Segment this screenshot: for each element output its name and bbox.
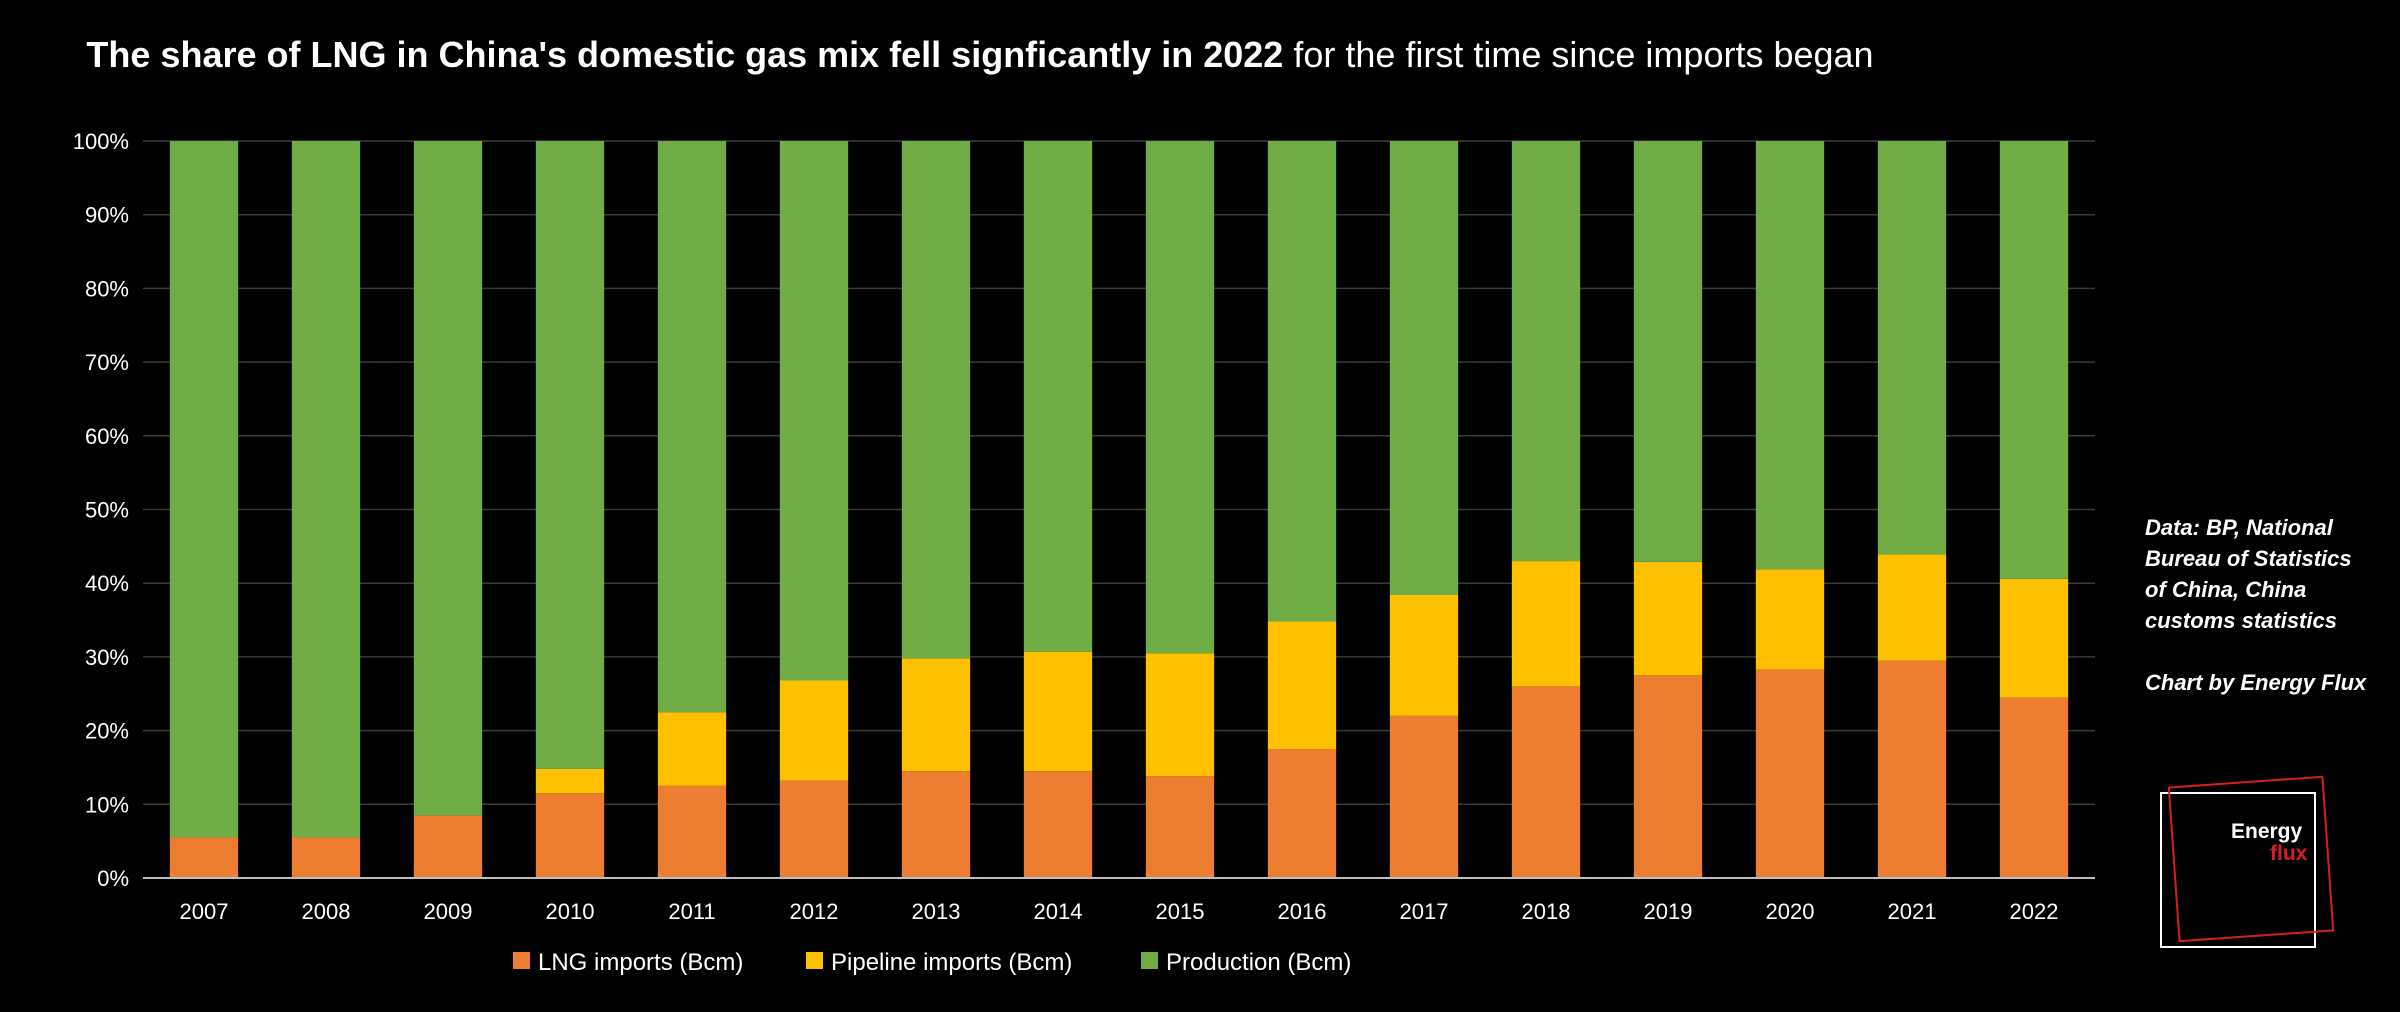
bar-segment-series-1 [1145,653,1215,777]
y-tick-label: 0% [97,866,129,891]
y-tick-label: 70% [85,350,129,375]
bar-segment-series-0 [1023,771,1093,878]
x-tick-label: 2010 [546,899,595,924]
bar-segment-series-0 [1511,686,1581,878]
bar-segment-series-2 [1023,141,1093,652]
bar-segment-series-0 [779,780,849,878]
bar-segment-series-2 [1267,141,1337,622]
bar-segment-series-0 [1633,675,1703,878]
bar-segment-series-2 [657,141,727,713]
bar-segment-series-2 [291,141,361,838]
bar-segment-series-2 [1511,141,1581,562]
x-tick-label: 2013 [912,899,961,924]
bar-segment-series-1 [779,680,849,781]
x-tick-label: 2011 [668,899,715,924]
bar-segment-series-0 [291,837,361,878]
energy-flux-logo: Energy flux [2155,775,2335,950]
x-tick-label: 2015 [1156,899,1205,924]
legend-swatch [1141,952,1158,969]
legend-label: Production (Bcm) [1166,949,1351,976]
legend-swatch [806,952,823,969]
x-tick-label: 2014 [1034,899,1083,924]
bar-segment-series-0 [169,837,239,878]
chart-credit: Chart by Energy Flux [2145,670,2367,695]
bar-segment-series-0 [657,785,727,878]
x-tick-label: 2009 [424,899,473,924]
bar-segment-series-1 [1877,554,1947,661]
source-note: Data: BP, National Bureau of Statistics … [2145,512,2390,698]
bar-segment-series-2 [779,141,849,681]
x-tick-label: 2022 [2010,899,2059,924]
logo-frame-red [2167,775,2335,943]
bar-segment-series-0 [1999,697,2069,878]
x-axis-ticks: 2007 2008 2009 2010 2011 2012 2013 2014 2015 2016… [180,899,2059,924]
bar-segment-series-1 [1755,569,1825,670]
bar-segment-series-2 [1145,141,1215,654]
bar-segment-series-2 [169,141,239,838]
bars [169,141,2069,878]
bar-segment-series-1 [1389,594,1459,716]
bar-segment-series-2 [1999,141,2069,579]
y-tick-label: 60% [85,424,129,449]
bar-segment-series-2 [1755,141,1825,570]
bar-segment-series-2 [1389,141,1459,595]
source-line: Bureau of Statistics [2145,546,2352,571]
logo-word-flux: flux [2270,842,2308,865]
bar-segment-series-2 [1877,141,1947,555]
legend-label: LNG imports (Bcm) [538,949,743,976]
x-tick-label: 2007 [180,899,229,924]
x-tick-label: 2021 [1888,899,1937,924]
x-tick-label: 2018 [1522,899,1571,924]
y-tick-label: 40% [85,571,129,596]
chart-title-bold: The share of LNG in China's domestic gas… [86,34,1284,75]
chart-title: The share of LNG in China's domestic gas… [0,34,1960,76]
bar-segment-series-0 [535,793,605,878]
bar-segment-series-0 [1877,660,1947,878]
x-tick-label: 2019 [1644,899,1693,924]
bar-segment-series-0 [413,815,483,878]
bar-segment-series-1 [1511,561,1581,687]
y-tick-label: 30% [85,645,129,670]
logo-frame-white [2160,792,2316,948]
bar-segment-series-0 [1389,715,1459,878]
logo-word-energy: Energy [2231,820,2303,843]
y-tick-label: 10% [85,792,129,817]
source-line: Data: BP, National [2145,515,2333,540]
y-axis-ticks: 0% 10% 20% 30% 40% 50% 60% 70% 80% 90% 100% [73,129,129,891]
x-tick-label: 2017 [1400,899,1449,924]
source-line: customs statistics [2145,608,2337,633]
source-line: of China, China [2145,577,2307,602]
bar-segment-series-2 [901,141,971,659]
bar-segment-series-0 [1755,669,1825,878]
bar-segment-series-2 [413,141,483,816]
bar-segment-series-1 [901,658,971,772]
legend-label: Pipeline imports (Bcm) [831,949,1072,976]
bar-segment-series-0 [901,771,971,878]
bar-segment-series-1 [1023,651,1093,772]
legend-swatch [513,952,530,969]
y-tick-label: 100% [73,129,129,154]
chart-title-regular: for the first time since imports began [1293,34,1874,75]
legend: LNG imports (Bcm) Pipeline imports (Bcm) P… [513,949,1351,976]
y-tick-label: 20% [85,719,129,744]
x-tick-label: 2008 [302,899,351,924]
bar-segment-series-0 [1267,749,1337,878]
y-tick-label: 90% [85,203,129,228]
y-tick-label: 80% [85,276,129,301]
bar-segment-series-1 [1999,578,2069,698]
bar-segment-series-1 [1633,561,1703,676]
x-tick-label: 2016 [1278,899,1327,924]
bar-segment-series-2 [1633,141,1703,562]
bar-segment-series-1 [657,712,727,786]
bar-segment-series-0 [1145,776,1215,878]
bar-segment-series-1 [1267,621,1337,750]
bar-segment-series-1 [535,768,605,794]
x-tick-label: 2012 [790,899,839,924]
y-tick-label: 50% [85,498,129,523]
x-tick-label: 2020 [1766,899,1815,924]
bar-segment-series-2 [535,141,605,769]
